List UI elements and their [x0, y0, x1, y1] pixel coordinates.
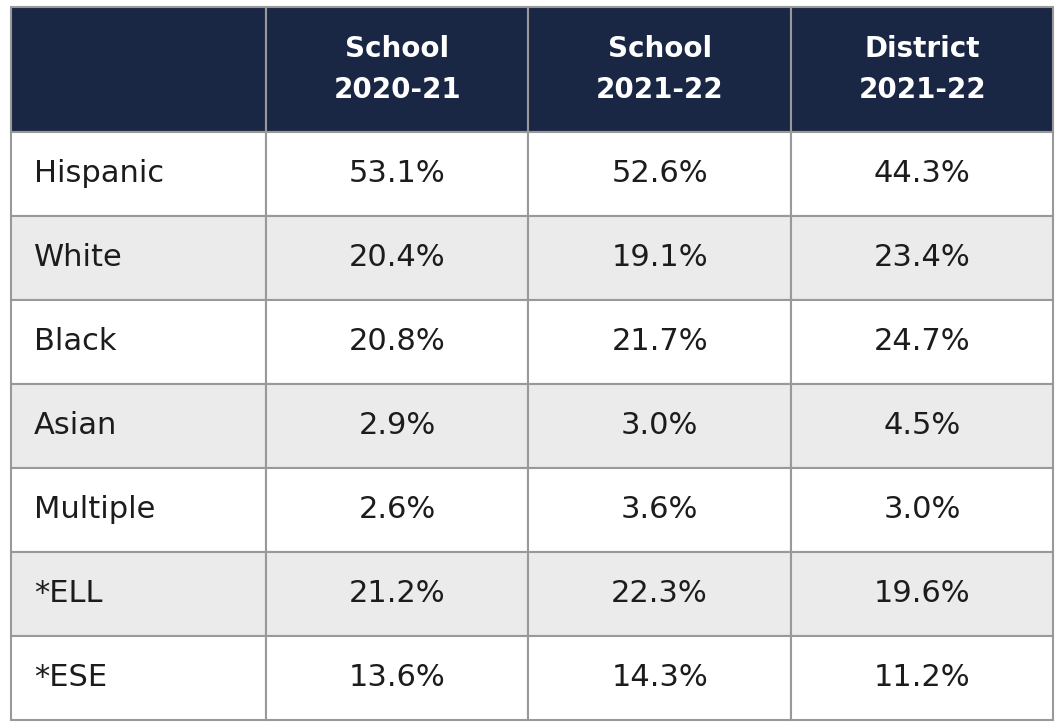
- Text: 20.4%: 20.4%: [349, 244, 446, 273]
- Text: 44.3%: 44.3%: [874, 159, 970, 188]
- Text: 23.4%: 23.4%: [874, 244, 970, 273]
- Text: 53.1%: 53.1%: [349, 159, 446, 188]
- Text: 2021-22: 2021-22: [596, 76, 724, 104]
- Text: School: School: [608, 35, 712, 63]
- Text: 11.2%: 11.2%: [874, 663, 970, 692]
- Text: 2.6%: 2.6%: [359, 495, 436, 524]
- Bar: [529, 552, 791, 635]
- Bar: [266, 216, 529, 300]
- Text: White: White: [34, 244, 122, 273]
- Bar: [791, 552, 1053, 635]
- Bar: [791, 635, 1053, 720]
- Text: 2020-21: 2020-21: [333, 76, 461, 104]
- Text: 3.6%: 3.6%: [621, 495, 698, 524]
- Bar: [266, 635, 529, 720]
- Bar: [529, 216, 791, 300]
- Text: 13.6%: 13.6%: [349, 663, 446, 692]
- Text: *ELL: *ELL: [34, 579, 102, 608]
- Bar: [266, 7, 529, 132]
- Bar: [266, 132, 529, 216]
- Text: Hispanic: Hispanic: [34, 159, 164, 188]
- Text: 14.3%: 14.3%: [611, 663, 708, 692]
- Text: Black: Black: [34, 327, 117, 356]
- Bar: [11, 384, 266, 468]
- Bar: [266, 384, 529, 468]
- Bar: [791, 468, 1053, 552]
- Bar: [529, 468, 791, 552]
- Text: 3.0%: 3.0%: [883, 495, 961, 524]
- Bar: [11, 552, 266, 635]
- Bar: [791, 7, 1053, 132]
- Text: 19.1%: 19.1%: [612, 244, 708, 273]
- Bar: [529, 7, 791, 132]
- Text: 19.6%: 19.6%: [874, 579, 970, 608]
- Text: 2.9%: 2.9%: [359, 411, 436, 441]
- Bar: [266, 468, 529, 552]
- Text: Multiple: Multiple: [34, 495, 155, 524]
- Text: School: School: [345, 35, 449, 63]
- Text: 4.5%: 4.5%: [883, 411, 961, 441]
- Text: District: District: [864, 35, 980, 63]
- Text: 3.0%: 3.0%: [621, 411, 698, 441]
- Bar: [266, 552, 529, 635]
- Text: 21.2%: 21.2%: [349, 579, 446, 608]
- Text: *ESE: *ESE: [34, 663, 107, 692]
- Text: 21.7%: 21.7%: [612, 327, 708, 356]
- Bar: [791, 216, 1053, 300]
- Bar: [529, 300, 791, 384]
- Text: 24.7%: 24.7%: [874, 327, 970, 356]
- Bar: [11, 635, 266, 720]
- Bar: [791, 300, 1053, 384]
- Bar: [791, 132, 1053, 216]
- Bar: [11, 300, 266, 384]
- Bar: [529, 635, 791, 720]
- Bar: [266, 300, 529, 384]
- Text: 52.6%: 52.6%: [612, 159, 708, 188]
- Text: 2021-22: 2021-22: [859, 76, 986, 104]
- Text: Asian: Asian: [34, 411, 117, 441]
- Bar: [529, 384, 791, 468]
- Text: 22.3%: 22.3%: [611, 579, 708, 608]
- Text: 20.8%: 20.8%: [349, 327, 446, 356]
- Bar: [11, 468, 266, 552]
- Bar: [791, 384, 1053, 468]
- Bar: [529, 132, 791, 216]
- Bar: [11, 216, 266, 300]
- Bar: [11, 7, 266, 132]
- Bar: [11, 132, 266, 216]
